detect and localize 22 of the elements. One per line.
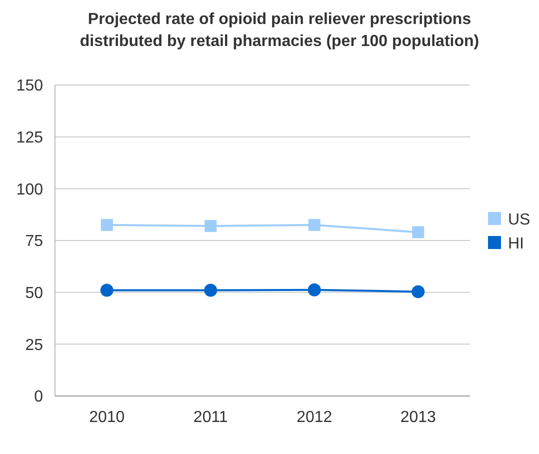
y-tick-label: 125 [16, 129, 44, 146]
x-tick-label: 2011 [193, 409, 228, 426]
legend-label: HI [508, 236, 524, 253]
point [204, 284, 218, 297]
x-tick-label: 2013 [400, 409, 436, 426]
point [100, 284, 114, 297]
point [308, 283, 321, 296]
legend-label: US [508, 212, 530, 229]
y-tick-label: 75 [25, 233, 44, 250]
y-tick-label: 25 [25, 336, 44, 354]
point [412, 226, 424, 238]
point [204, 220, 217, 232]
point [308, 218, 320, 231]
x-tick-label: 2010 [89, 409, 125, 426]
y-tick-label: 50 [25, 284, 44, 302]
chart-title: Projected rate of opioid pain reliever prescriptions distributed by retail pharmacies (per 100 population) [80, 11, 480, 50]
y-tick-label: 150 [16, 78, 44, 95]
point [412, 285, 425, 298]
x-tick-label: 2012 [296, 409, 332, 426]
point [100, 218, 113, 231]
y-tick-label: 0 [34, 388, 44, 406]
y-tick-label: 100 [16, 181, 44, 198]
